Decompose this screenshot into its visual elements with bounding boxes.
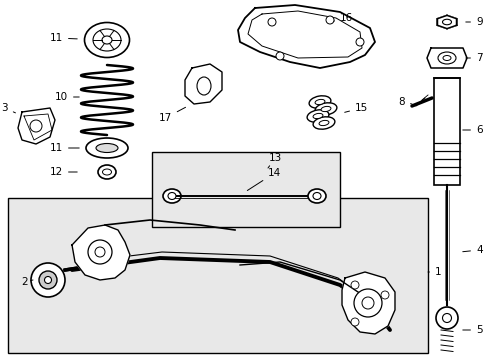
Ellipse shape [306,110,328,122]
Circle shape [267,18,275,26]
Text: 9: 9 [465,17,482,27]
Ellipse shape [442,19,450,25]
Circle shape [39,271,57,289]
Text: 13: 13 [267,153,282,168]
Ellipse shape [96,144,118,153]
Text: 12: 12 [50,167,77,177]
Text: 1: 1 [427,267,441,277]
Polygon shape [238,5,374,68]
Polygon shape [437,15,456,28]
Circle shape [355,38,363,46]
Bar [433,78,459,185]
Ellipse shape [102,36,112,44]
Text: 10: 10 [55,92,79,102]
Text: 6: 6 [462,125,482,135]
Text: 17: 17 [159,107,185,123]
Bar [8,198,427,353]
Ellipse shape [318,120,328,126]
Polygon shape [72,225,130,280]
Ellipse shape [314,99,325,105]
Circle shape [350,318,358,326]
Ellipse shape [307,189,325,203]
Circle shape [350,281,358,289]
Ellipse shape [163,189,181,203]
Ellipse shape [308,96,330,108]
Polygon shape [18,108,55,144]
Text: 2: 2 [21,277,33,287]
Text: 16: 16 [332,13,352,23]
Text: 15: 15 [344,103,367,113]
Text: 14: 14 [247,168,281,190]
Circle shape [353,289,381,317]
Circle shape [30,120,42,132]
Ellipse shape [197,77,210,95]
Text: 11: 11 [50,33,77,43]
Ellipse shape [86,138,128,158]
Circle shape [31,263,65,297]
Ellipse shape [102,169,111,175]
Circle shape [435,307,457,329]
Ellipse shape [84,22,129,58]
Circle shape [361,297,373,309]
Circle shape [325,16,333,24]
Ellipse shape [321,107,330,112]
Ellipse shape [312,117,334,129]
Text: 7: 7 [465,53,482,63]
Polygon shape [184,64,222,104]
Ellipse shape [312,193,320,199]
Ellipse shape [437,52,455,64]
Ellipse shape [312,113,322,118]
Text: 11: 11 [50,143,79,153]
Circle shape [275,52,284,60]
Ellipse shape [93,29,121,51]
Circle shape [380,291,388,299]
Text: 5: 5 [462,325,482,335]
Circle shape [442,314,450,323]
Polygon shape [426,48,466,68]
Ellipse shape [98,165,116,179]
Polygon shape [341,272,394,334]
Ellipse shape [442,55,450,60]
Circle shape [44,276,51,284]
Circle shape [95,247,105,257]
Text: 8: 8 [398,97,411,107]
Circle shape [88,240,112,264]
Ellipse shape [314,103,336,115]
Bar [152,152,339,227]
Text: 4: 4 [462,245,482,255]
Text: 3: 3 [1,103,16,113]
Ellipse shape [168,193,176,199]
